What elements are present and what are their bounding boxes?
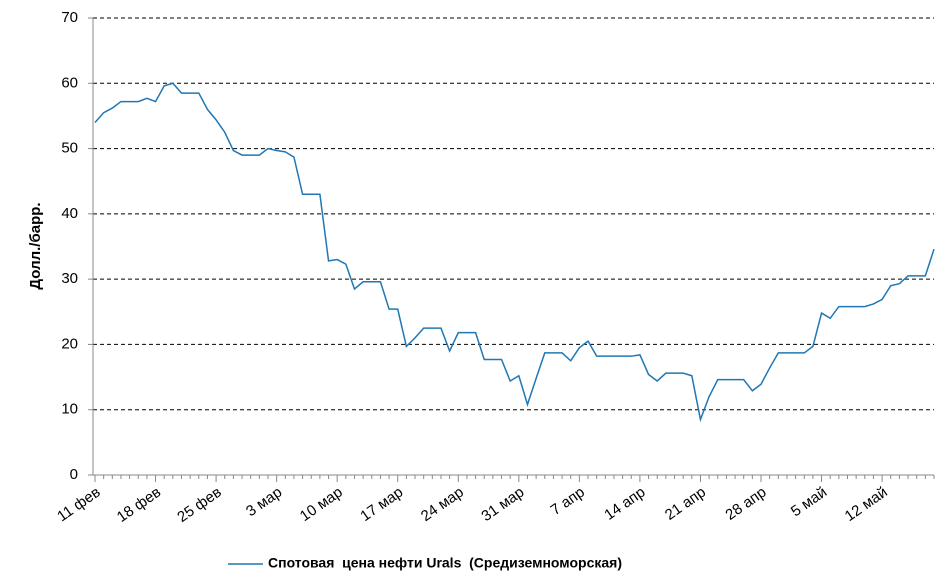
y-tick-label: 50 — [61, 140, 78, 157]
x-tick-label: 21 апр — [662, 484, 709, 524]
y-tick-label: 60 — [61, 74, 78, 91]
x-tick-label: 11 фев — [54, 484, 103, 526]
x-tick-label: 3 мар — [243, 484, 285, 521]
x-tick-label: 17 мар — [357, 484, 406, 525]
y-tick-label: 70 — [61, 9, 78, 26]
y-tick-label: 10 — [61, 401, 78, 418]
y-tick-label: 30 — [61, 270, 78, 287]
x-tick-label: 12 май — [842, 484, 891, 525]
x-tick-label: 10 мар — [297, 484, 346, 525]
x-tick-label: 25 фев — [174, 484, 224, 526]
legend-label: Спотовая цена нефти Urals (Средиземномор… — [268, 555, 622, 571]
x-tick-label: 14 апр — [601, 484, 648, 524]
y-tick-label: 20 — [61, 335, 78, 352]
x-tick-label: 28 апр — [722, 484, 769, 524]
y-axis-label: Долл./барр. — [27, 202, 44, 289]
y-tick-label: 0 — [70, 466, 78, 483]
x-tick-label: 5 май — [788, 484, 830, 521]
x-tick-label: 18 фев — [114, 484, 164, 526]
y-tick-label: 40 — [61, 205, 78, 222]
x-tick-label: 7 апр — [548, 484, 588, 519]
x-tick-label: 31 мар — [478, 484, 527, 525]
line-series — [94, 82, 935, 423]
x-tick-label: 24 мар — [418, 484, 467, 525]
